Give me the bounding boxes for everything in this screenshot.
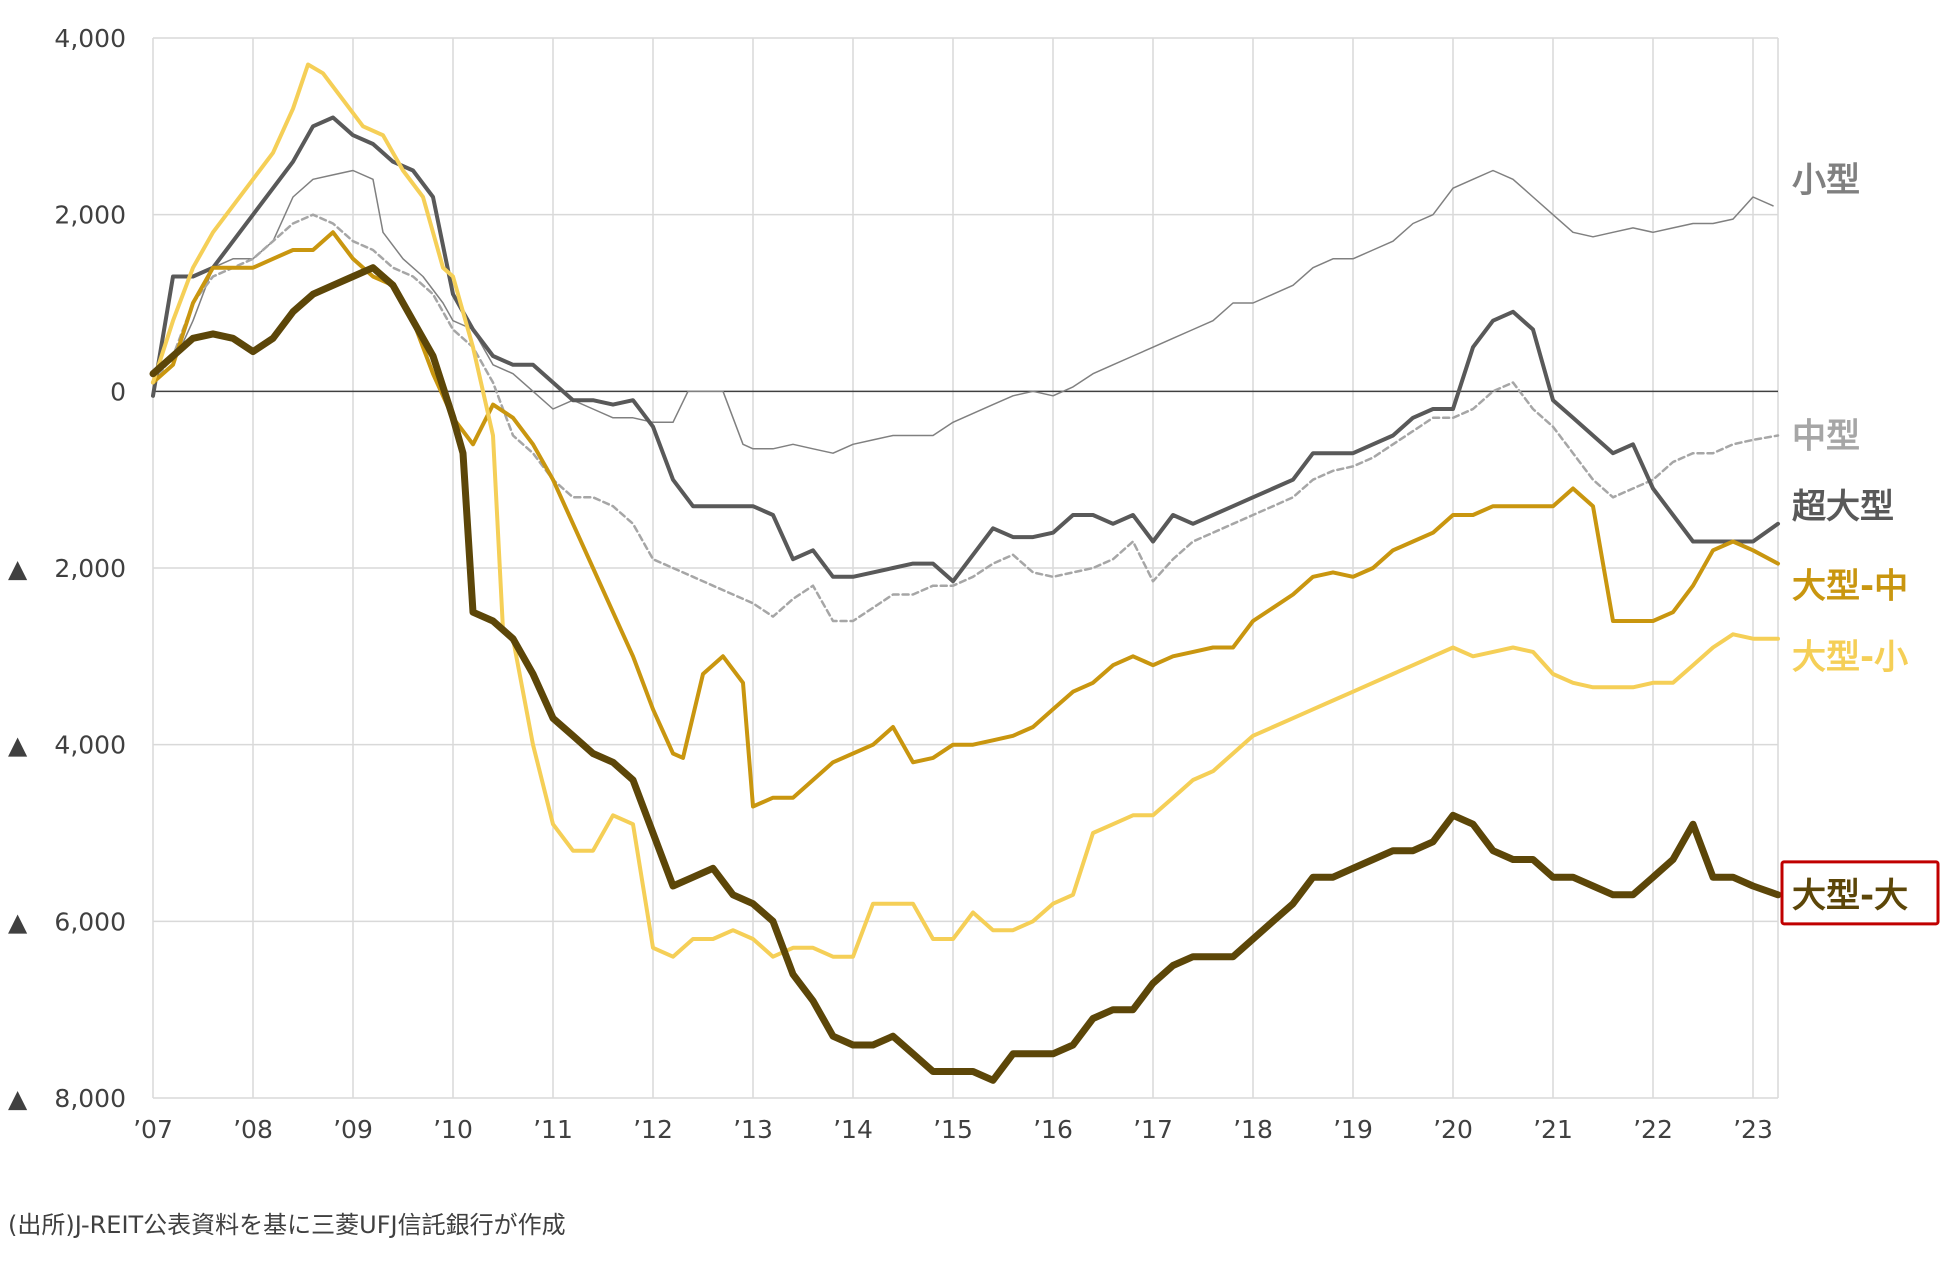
x-tick-label: ’23	[1733, 1115, 1773, 1144]
x-tick-label: ’21	[1533, 1115, 1573, 1144]
x-tick-label: ’11	[533, 1115, 573, 1144]
series-label: 超大型	[1792, 487, 1894, 527]
negative-marker-icon: ▲	[8, 907, 28, 936]
y-tick-label: 4,000	[54, 24, 126, 53]
x-tick-label: ’08	[233, 1115, 273, 1144]
x-tick-label: ’16	[1033, 1115, 1073, 1144]
series-line-小型	[152, 169, 1774, 454]
y-tick-label: 0	[110, 377, 126, 406]
source-note: (出所)J-REIT公表資料を基に三菱UFJ信託銀行が作成	[8, 1211, 566, 1239]
series-line-大型-中	[151, 230, 1780, 809]
negative-marker-icon: ▲	[8, 554, 28, 583]
x-tick-label: ’17	[1133, 1115, 1173, 1144]
series-label: 大型-大	[1792, 876, 1908, 916]
x-tick-label: ’20	[1433, 1115, 1473, 1144]
y-tick-label: 4,000	[54, 731, 126, 760]
axis-labels: 4,000 2,000 0 2,000 ▲ 4,000 ▲ 6,000 ▲ 8,000 ▲ ’07 ’0…	[8, 24, 1773, 1144]
x-tick-label: ’14	[833, 1115, 873, 1144]
x-tick-label: ’13	[733, 1115, 773, 1144]
x-tick-label: ’18	[1233, 1115, 1273, 1144]
y-tick-label: 6,000	[54, 907, 126, 936]
series-label: 大型-小	[1792, 637, 1908, 677]
x-tick-label: ’15	[933, 1115, 973, 1144]
series-line-超大型	[151, 115, 1780, 584]
x-tick-label: ’12	[633, 1115, 673, 1144]
gridlines	[152, 37, 1779, 1099]
y-tick-label: 2,000	[54, 554, 126, 583]
x-tick-label: ’19	[1333, 1115, 1373, 1144]
series-lines	[149, 62, 1782, 1084]
negative-marker-icon: ▲	[8, 731, 28, 760]
highlight-box	[1780, 860, 1940, 926]
series-label: 大型-中	[1792, 567, 1908, 607]
series-line-大型-大	[149, 264, 1782, 1084]
x-tick-label: ’07	[133, 1115, 173, 1144]
x-tick-label: ’10	[433, 1115, 473, 1144]
series-line-中型	[151, 213, 1780, 623]
x-tick-label: ’22	[1633, 1115, 1673, 1144]
x-tick-label: ’09	[333, 1115, 373, 1144]
series-line-大型-小	[151, 62, 1780, 959]
series-label: 小型	[1792, 160, 1860, 200]
negative-marker-icon: ▲	[8, 1084, 28, 1113]
y-tick-label: 2,000	[54, 201, 126, 230]
y-tick-label: 8,000	[54, 1084, 126, 1113]
series-label: 中型	[1792, 417, 1860, 457]
